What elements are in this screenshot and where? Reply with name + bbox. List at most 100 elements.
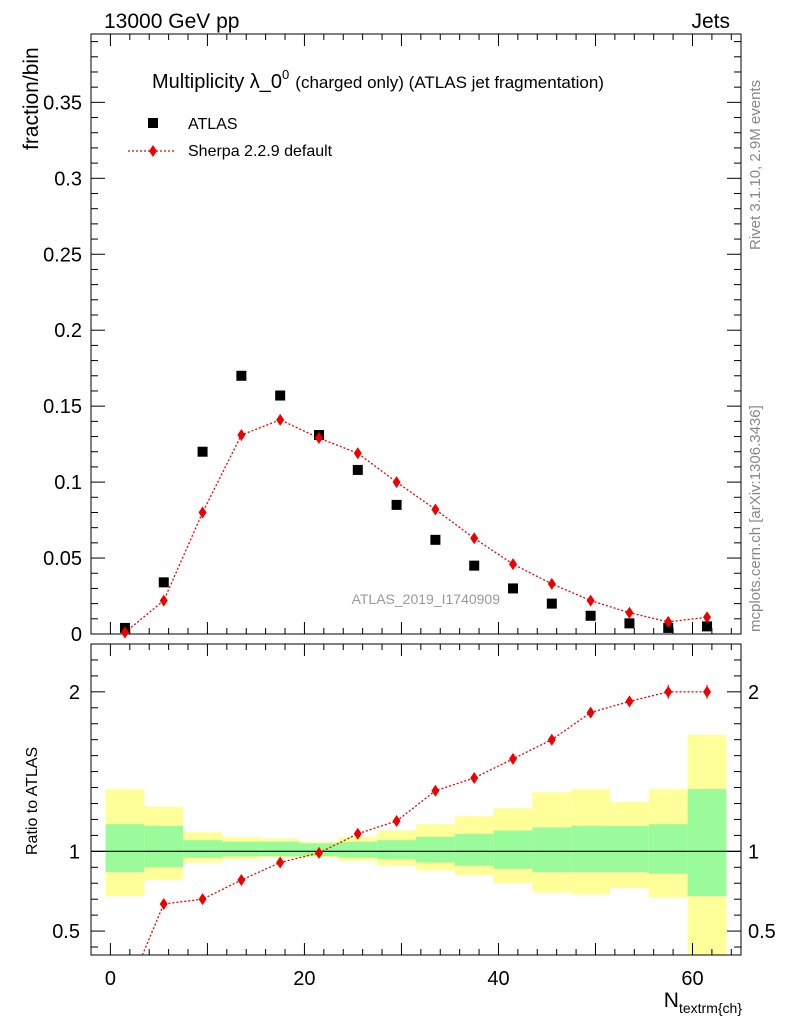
ratio-band-inner bbox=[416, 836, 455, 863]
mc-data-point bbox=[276, 413, 285, 426]
ratio-data-point bbox=[470, 771, 479, 784]
ratio-data-point bbox=[353, 827, 362, 840]
ratio-band-inner bbox=[338, 841, 378, 858]
atlas-data-point bbox=[702, 621, 713, 632]
ratio-y-tick-label: 1 bbox=[69, 841, 80, 863]
x-tick-label: 0 bbox=[105, 968, 116, 990]
main-frame bbox=[90, 33, 742, 635]
mc-data-point bbox=[159, 594, 168, 607]
atlas-data-point bbox=[624, 618, 635, 629]
atlas-data-point bbox=[158, 577, 169, 588]
x-tick-label: 20 bbox=[293, 968, 315, 990]
rivet-version-label: Rivet 3.1.10, 2.9M events bbox=[747, 80, 764, 250]
mc-data-point bbox=[392, 476, 401, 489]
ratio-data-point bbox=[392, 815, 401, 828]
ratio-ylabel: Ratio to ATLAS bbox=[24, 747, 41, 855]
mc-data-point bbox=[470, 532, 479, 545]
atlas-data-point bbox=[469, 560, 480, 571]
mc-data-point bbox=[198, 506, 207, 519]
main-title: Multiplicity λ_00 (charged only) (ATLAS j… bbox=[152, 67, 604, 93]
mcplots-label: mcplots.cern.ch [arXiv:1306.3436] bbox=[747, 405, 764, 632]
ratio-y-tick-label-right: 1 bbox=[748, 841, 759, 863]
ratio-band-inner bbox=[260, 841, 300, 857]
y-tick-label: 0 bbox=[71, 624, 82, 646]
header-left: 13000 GeV pp bbox=[104, 10, 239, 33]
mc-series-line bbox=[124, 419, 708, 633]
ratio-band-inner bbox=[454, 833, 494, 866]
ratio-band-inner bbox=[687, 789, 727, 896]
ratio-frame bbox=[90, 643, 742, 956]
ratio-y-tick-label-right: 0.5 bbox=[748, 921, 776, 943]
ratio-data-point bbox=[625, 695, 634, 708]
mc-data-point bbox=[547, 577, 556, 590]
ratio-band-inner bbox=[493, 830, 533, 869]
analysis-label: ATLAS_2019_I1740909 bbox=[352, 591, 501, 607]
ratio-data-point bbox=[237, 874, 246, 887]
ratio-data-point bbox=[586, 706, 595, 719]
ratio-band-inner bbox=[105, 824, 145, 873]
atlas-data-point bbox=[391, 499, 402, 510]
atlas-data-point bbox=[236, 370, 247, 381]
mc-data-point bbox=[664, 615, 673, 628]
legend: ATLAS Sherpa 2.2.9 default bbox=[128, 116, 333, 160]
ratio-band-inner bbox=[532, 827, 572, 873]
ratio-band-inner bbox=[648, 824, 688, 874]
legend-atlas-label: ATLAS bbox=[188, 116, 238, 133]
mc-data-point bbox=[353, 447, 362, 460]
ratio-band-inner bbox=[183, 840, 222, 858]
atlas-data-point bbox=[352, 464, 363, 475]
mc-data-point bbox=[586, 594, 595, 607]
ratio-data-point bbox=[198, 893, 207, 906]
atlas-data-point bbox=[508, 583, 519, 594]
ratio-band-inner bbox=[377, 840, 416, 860]
header-right: Jets bbox=[691, 10, 730, 33]
x-axis-label-sub: textrm{ch} bbox=[679, 1000, 742, 1016]
x-tick-label: 60 bbox=[681, 968, 703, 990]
atlas-data-point bbox=[663, 622, 674, 633]
y-tick-label: 0.35 bbox=[43, 92, 82, 114]
mc-data-point bbox=[703, 611, 712, 624]
y-tick-label: 0.2 bbox=[54, 320, 82, 342]
y-tick-label: 0.25 bbox=[43, 244, 82, 266]
atlas-data-point bbox=[197, 446, 208, 457]
y-tick-label: 0.3 bbox=[54, 168, 82, 190]
ratio-band-inner bbox=[221, 841, 261, 857]
mc-data-point bbox=[237, 429, 246, 442]
main-title-suffix: (charged only) (ATLAS jet fragmentation) bbox=[295, 73, 604, 92]
ratio-data-point bbox=[314, 846, 323, 859]
ratio-band-inner bbox=[144, 825, 184, 868]
ratio-band-inner bbox=[571, 825, 611, 873]
ratio-data-point bbox=[431, 784, 440, 797]
y-tick-label: 0.15 bbox=[43, 396, 82, 418]
main-panel: 0 0.05 0.1 0.15 0.2 0.25 0.3 0.35 bbox=[43, 33, 742, 646]
ratio-data-point bbox=[276, 856, 285, 869]
ratio-y-tick-label: 0.5 bbox=[52, 921, 80, 943]
y-tick-label: 0.1 bbox=[54, 472, 82, 494]
mc-data-point bbox=[431, 503, 440, 516]
ratio-series-line bbox=[141, 691, 708, 956]
mc-data-point bbox=[625, 606, 634, 619]
y-tick-label: 0.05 bbox=[43, 548, 82, 570]
legend-sherpa-marker bbox=[149, 145, 157, 157]
ratio-data-point bbox=[509, 752, 518, 765]
ratio-band-inner bbox=[610, 825, 649, 873]
ratio-data-point bbox=[547, 733, 556, 746]
mc-data-point bbox=[120, 626, 129, 639]
mc-data-point bbox=[509, 558, 518, 571]
ratio-y-tick-label-right: 2 bbox=[748, 682, 759, 704]
atlas-data-point bbox=[546, 598, 557, 609]
legend-atlas-marker bbox=[148, 118, 158, 128]
legend-sherpa-label: Sherpa 2.2.9 default bbox=[188, 143, 333, 160]
ratio-panel: 0 20 40 60 0.5 0.5 1 1 2 2 bbox=[52, 643, 776, 990]
mc-data-point bbox=[314, 432, 323, 445]
atlas-data-point bbox=[585, 610, 596, 621]
ratio-y-tick-label: 2 bbox=[69, 682, 80, 704]
atlas-data-point bbox=[275, 390, 286, 401]
ratio-data-point bbox=[159, 897, 168, 910]
atlas-data-point bbox=[430, 534, 441, 545]
x-tick-label: 40 bbox=[487, 968, 509, 990]
x-axis-label: Ntextrm{ch} bbox=[664, 989, 743, 1016]
main-ylabel: fraction/bin bbox=[20, 47, 43, 150]
main-title-main: Multiplicity λ_0 bbox=[152, 71, 282, 93]
